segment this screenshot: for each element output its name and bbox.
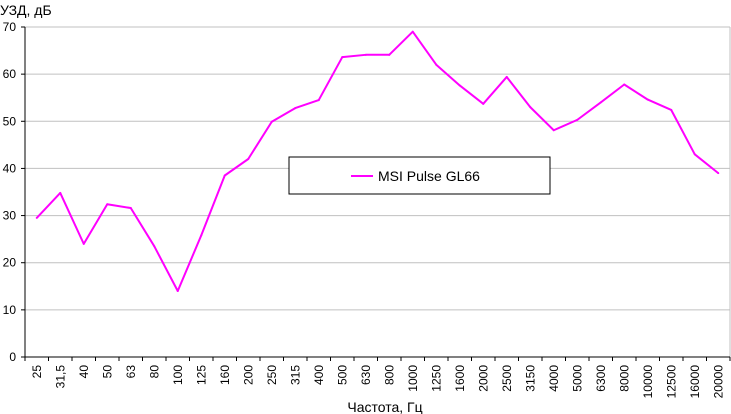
data-point — [59, 191, 62, 194]
x-tick-label: 25 — [30, 365, 44, 379]
data-point — [294, 107, 297, 110]
x-tick-label: 125 — [194, 365, 208, 385]
x-tick-label: 3150 — [523, 365, 537, 392]
data-point — [153, 245, 156, 248]
x-tick-label: 20000 — [711, 365, 725, 399]
data-point — [482, 102, 485, 105]
x-tick-label: 100 — [171, 365, 185, 385]
legend-box — [288, 156, 551, 195]
data-point — [599, 101, 602, 104]
x-tick-label: 400 — [312, 365, 326, 385]
data-point — [200, 234, 203, 237]
data-point — [670, 108, 673, 111]
legend: MSI Pulse GL66 — [288, 156, 551, 195]
x-tick-label: 40 — [77, 365, 91, 379]
series-line — [36, 30, 719, 292]
x-tick-label: 50 — [100, 365, 114, 379]
data-point — [458, 84, 461, 87]
data-point — [717, 172, 720, 175]
y-tick-label: 50 — [3, 114, 17, 128]
x-tick-label: 6300 — [594, 365, 608, 392]
x-tick-label: 1250 — [429, 365, 443, 392]
data-point — [646, 98, 649, 101]
data-point — [341, 56, 344, 59]
data-point — [364, 53, 367, 56]
grid-layer — [25, 26, 730, 311]
data-point — [623, 83, 626, 86]
axis-layer: 0 10 20 30 40 50 60 70 25 31,5 40 50 63 80 100 125 160 20… — [3, 20, 731, 399]
data-point — [576, 118, 579, 121]
x-tick-label: 500 — [335, 365, 349, 385]
y-tick-label: 60 — [3, 67, 17, 81]
x-tick-label: 16000 — [688, 365, 702, 399]
data-point — [529, 106, 532, 109]
x-tick-label: 2500 — [500, 365, 514, 392]
series-layer — [35, 30, 720, 292]
x-tick-label: 200 — [241, 365, 255, 385]
data-point — [552, 129, 555, 132]
data-point — [106, 203, 109, 206]
legend-label: MSI Pulse GL66 — [378, 168, 480, 184]
x-tick-label: 800 — [382, 365, 396, 385]
data-point — [82, 242, 85, 245]
x-tick-label: 8000 — [617, 365, 631, 392]
x-tick-label: 31,5 — [53, 365, 67, 389]
x-tick-label: 80 — [147, 365, 161, 379]
x-axis-title: Частота, Гц — [347, 399, 422, 414]
data-point — [505, 75, 508, 78]
x-tick-label: 2000 — [476, 365, 490, 392]
y-tick-label: 30 — [3, 209, 17, 223]
data-point — [176, 290, 179, 292]
data-point — [247, 158, 250, 160]
data-point — [388, 53, 391, 56]
y-axis-title: УЗД, дБ — [0, 2, 52, 18]
data-point — [223, 174, 226, 177]
x-tick-label: 1600 — [453, 365, 467, 392]
data-point — [35, 216, 38, 219]
data-point — [411, 30, 414, 33]
x-tick-label: 1000 — [406, 365, 420, 392]
data-point — [435, 63, 438, 66]
x-tick-label: 63 — [124, 365, 138, 379]
y-tick-label: 10 — [3, 303, 17, 317]
x-tick-label: 315 — [288, 365, 302, 385]
x-tick-label: 250 — [265, 365, 279, 385]
x-tick-label: 160 — [218, 365, 232, 385]
x-tick-label: 10000 — [641, 365, 655, 399]
x-tick-label: 5000 — [570, 365, 584, 392]
y-tick-label: 20 — [3, 256, 17, 270]
y-tick-label: 0 — [9, 350, 16, 364]
x-tick-label: 12500 — [664, 365, 678, 399]
y-tick-label: 70 — [3, 20, 17, 34]
data-point — [129, 207, 132, 210]
x-tick-label: 4000 — [547, 365, 561, 392]
data-point — [317, 99, 320, 102]
y-tick-label: 40 — [3, 161, 17, 175]
data-point — [693, 153, 696, 156]
data-point — [270, 120, 273, 123]
x-tick-label: 630 — [359, 365, 373, 385]
